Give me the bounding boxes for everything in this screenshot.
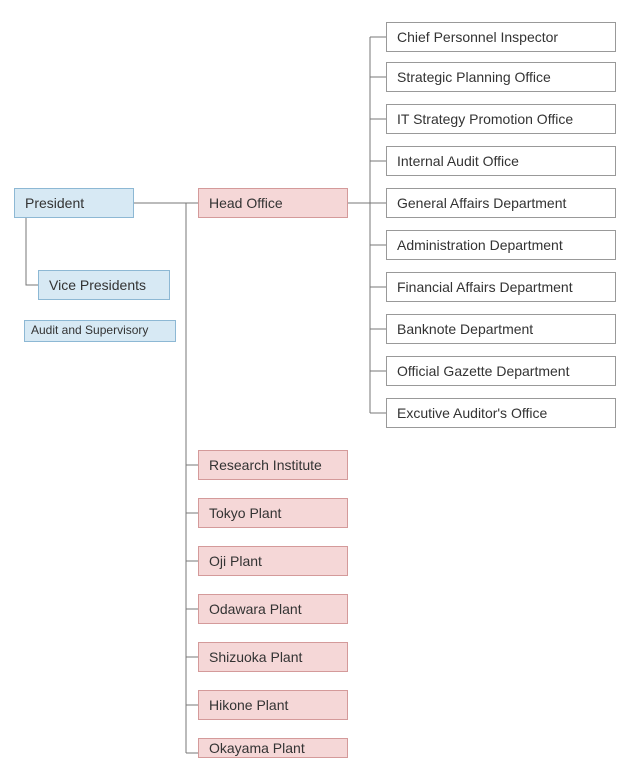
node-general-affairs-department: General Affairs Department [386, 188, 616, 218]
node-strategic-planning-office: Strategic Planning Office [386, 62, 616, 92]
node-oji-plant: Oji Plant [198, 546, 348, 576]
node-odawara-plant: Odawara Plant [198, 594, 348, 624]
node-chief-personnel-inspector: Chief Personnel Inspector [386, 22, 616, 52]
node-label: Excutive Auditor's Office [397, 404, 547, 422]
node-label: IT Strategy Promotion Office [397, 110, 573, 128]
node-label: Financial Affairs Department [397, 278, 573, 296]
node-label: Head Office [209, 194, 283, 212]
node-label: Vice Presidents [49, 276, 146, 294]
node-financial-affairs-department: Financial Affairs Department [386, 272, 616, 302]
node-hikone-plant: Hikone Plant [198, 690, 348, 720]
node-label: Tokyo Plant [209, 504, 281, 522]
node-president: President [14, 188, 134, 218]
node-label: Shizuoka Plant [209, 648, 302, 666]
node-label: Odawara Plant [209, 600, 302, 618]
node-audit-supervisory: Audit and Supervisory [24, 320, 176, 342]
node-head-office: Head Office [198, 188, 348, 218]
node-banknote-department: Banknote Department [386, 314, 616, 344]
node-official-gazette-department: Official Gazette Department [386, 356, 616, 386]
node-label: Strategic Planning Office [397, 68, 551, 86]
node-executive-auditors-office: Excutive Auditor's Office [386, 398, 616, 428]
node-it-strategy-promotion-office: IT Strategy Promotion Office [386, 104, 616, 134]
node-research-institute: Research Institute [198, 450, 348, 480]
node-label: Official Gazette Department [397, 362, 569, 380]
node-internal-audit-office: Internal Audit Office [386, 146, 616, 176]
node-label: Internal Audit Office [397, 152, 519, 170]
node-label: Oji Plant [209, 552, 262, 570]
node-okayama-plant: Okayama Plant [198, 738, 348, 758]
node-label: Hikone Plant [209, 696, 288, 714]
node-administration-department: Administration Department [386, 230, 616, 260]
node-shizuoka-plant: Shizuoka Plant [198, 642, 348, 672]
node-label: Okayama Plant [209, 739, 305, 757]
node-label: Administration Department [397, 236, 563, 254]
node-label: General Affairs Department [397, 194, 566, 212]
node-label: Banknote Department [397, 320, 533, 338]
node-label: Chief Personnel Inspector [397, 28, 558, 46]
node-label: Audit and Supervisory [31, 323, 148, 339]
node-vice-presidents: Vice Presidents [38, 270, 170, 300]
node-label: Research Institute [209, 456, 322, 474]
node-tokyo-plant: Tokyo Plant [198, 498, 348, 528]
node-label: President [25, 194, 84, 212]
